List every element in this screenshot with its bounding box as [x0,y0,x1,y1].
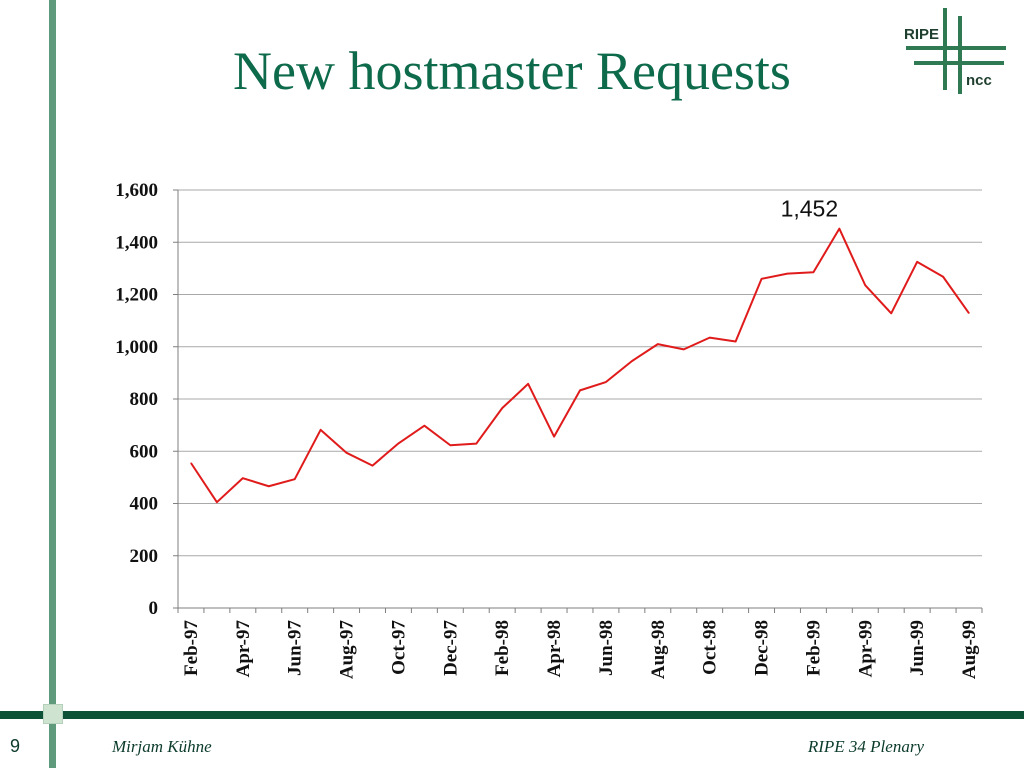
chart-gridlines [178,189,982,557]
data-point [475,443,477,445]
footer-rule [0,711,1024,719]
data-point [968,312,970,314]
y-tick-label: 1,600 [115,180,158,201]
x-tick-label: Aug-97 [337,620,358,680]
data-point [397,442,399,444]
data-point [916,261,918,263]
y-tick-label: 800 [130,389,159,410]
x-tick-label: Jun-97 [285,620,306,676]
footer-author: Mirjam Kühne [112,737,212,756]
data-point [657,343,659,345]
y-tick-label: 0 [149,598,159,619]
logo-bottom-text: ncc [966,72,992,89]
x-tick-label: Apr-99 [855,620,876,677]
data-point [942,276,944,278]
slide-title: New hostmaster Requests [233,41,791,101]
x-tick-label: Feb-97 [181,620,202,676]
x-tick-label: Oct-97 [388,620,409,675]
data-point [449,444,451,446]
y-tick-label: 600 [130,441,159,462]
series-line [190,227,970,504]
data-point [242,477,244,479]
data-point [501,407,503,409]
data-point [372,465,374,467]
x-tick-label: Feb-98 [492,620,513,676]
chart-series [190,227,970,504]
data-point [709,337,711,339]
x-tick-label: Aug-99 [959,620,980,679]
page-number: 9 [10,736,21,756]
data-point [864,284,866,286]
data-point [605,381,607,383]
x-tick-label: Aug-98 [648,620,669,679]
left-accent-bar [49,0,56,768]
data-point [294,478,296,480]
chart-axes [173,189,983,613]
y-tick-label: 400 [130,494,159,515]
x-tick-label: Apr-98 [544,620,565,677]
footer-event: RIPE 34 Plenary [807,737,924,756]
data-point [735,341,737,343]
y-tick-label: 200 [130,546,159,567]
y-tick-label: 1,200 [115,285,158,306]
data-point [761,278,763,280]
data-point [423,425,425,427]
data-point [890,312,892,314]
peak-value-label: 1,452 [781,196,839,222]
x-tick-label: Feb-99 [803,620,824,676]
data-point [838,228,840,230]
x-tick-label: Dec-98 [752,620,773,676]
y-tick-label: 1,400 [115,232,158,253]
data-point [553,436,555,438]
data-point [579,389,581,391]
data-point [346,452,348,454]
data-point [320,429,322,431]
line-chart: 0 200 400 600 800 1,000 1,200 1,400 1,600 Feb-97… [115,180,983,680]
chart-y-tick-labels: 0 200 400 600 800 1,000 1,200 1,400 1,600 [115,180,158,619]
data-point [216,501,218,503]
data-point [190,462,192,464]
y-tick-label: 1,000 [115,337,158,358]
data-point [786,273,788,275]
chart-x-tick-labels: Feb-97 Apr-97 Jun-97 Aug-97 Oct-97 Dec-97 Feb-… [181,620,980,680]
data-point [812,271,814,273]
data-point [683,348,685,350]
x-tick-label: Jun-98 [596,620,617,676]
data-point [631,360,633,362]
x-tick-label: Dec-97 [440,620,461,676]
data-point [527,383,529,385]
x-tick-label: Oct-98 [700,620,721,675]
x-tick-label: Apr-97 [233,620,254,678]
footer-corner-square [43,704,63,724]
data-point [268,485,270,487]
x-tick-label: Jun-99 [907,620,928,676]
logo-top-text: RIPE [904,26,939,43]
chart-annotations: 1,452 [781,196,839,222]
ripe-ncc-logo: RIPE ncc [904,8,1006,94]
